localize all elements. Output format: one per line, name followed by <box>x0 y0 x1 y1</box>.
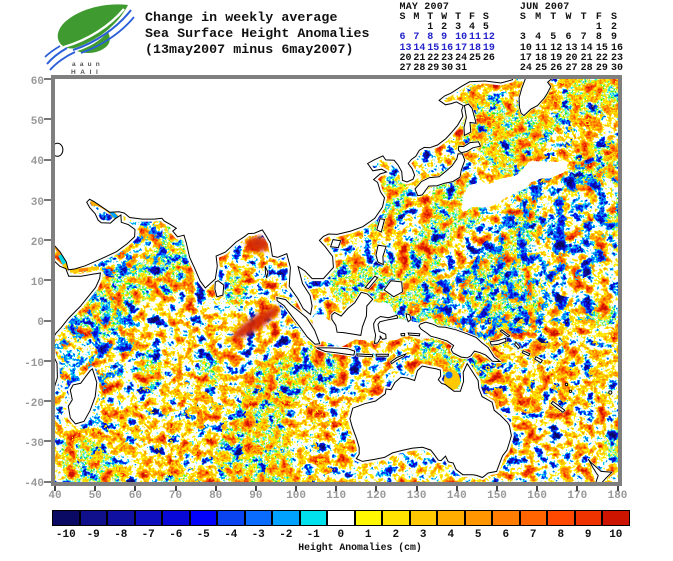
svg-text:aaun: aaun <box>72 61 104 68</box>
svg-text:HAII: HAII <box>71 69 102 76</box>
